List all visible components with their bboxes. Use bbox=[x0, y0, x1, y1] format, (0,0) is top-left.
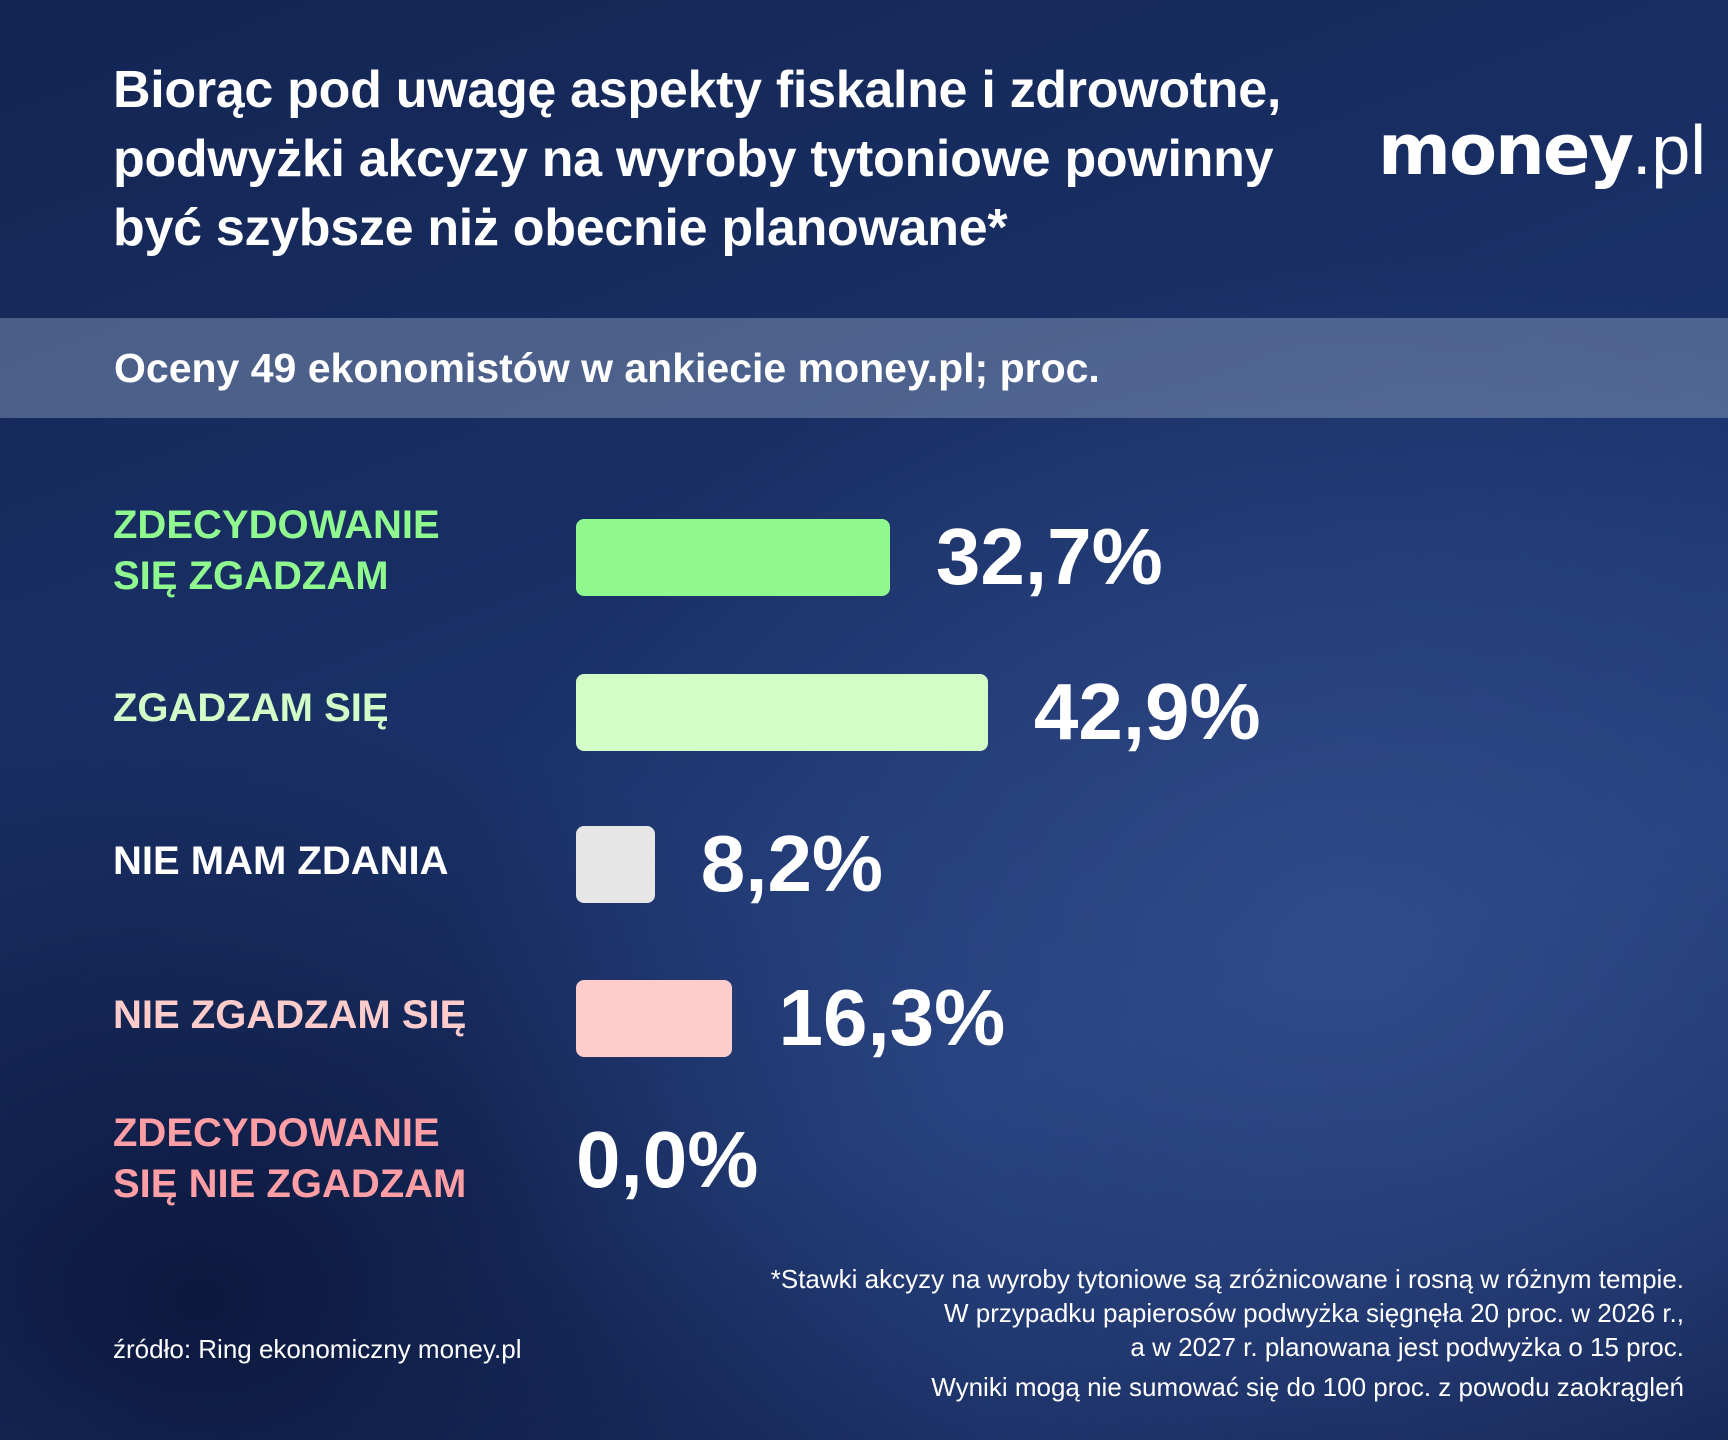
value-label: 16,3% bbox=[778, 973, 1006, 1062]
title-line-3: być szybsze niż obecnie planowane* bbox=[113, 199, 1008, 257]
footnote-line-3: a w 2027 r. planowana jest podwyżka o 15… bbox=[1130, 1332, 1684, 1362]
category-label: ZDECYDOWANIE SIĘ ZGADZAM bbox=[113, 503, 440, 598]
footnote: *Stawki akcyzy na wyroby tytoniowe są zr… bbox=[771, 1262, 1684, 1404]
money-pl-logo: money.pl bbox=[1378, 110, 1706, 190]
value-label: 0,0% bbox=[576, 1115, 759, 1204]
title-line-2: podwyżki akcyzy na wyroby tytoniowe powi… bbox=[113, 130, 1274, 188]
source-note: źródło: Ring ekonomiczny money.pl bbox=[113, 1334, 522, 1364]
bar bbox=[576, 519, 890, 596]
footnote-line-1: *Stawki akcyzy na wyroby tytoniowe są zr… bbox=[770, 1264, 1684, 1294]
bar bbox=[576, 980, 733, 1057]
category-label: NIE MAM ZDANIA bbox=[113, 839, 449, 883]
value-label: 8,2% bbox=[700, 819, 884, 908]
title-line-1: Biorąc pod uwagę aspekty fiskalne i zdro… bbox=[113, 61, 1282, 119]
subtitle-band: Oceny 49 ekonomistów w ankiecie money.pl… bbox=[0, 318, 1728, 418]
chart-subtitle: Oceny 49 ekonomistów w ankiecie money.pl… bbox=[114, 345, 1100, 391]
category-label: ZDECYDOWANIE SIĘ NIE ZGADZAM bbox=[113, 1111, 467, 1206]
rounding-note: Wyniki mogą nie sumować się do 100 proc.… bbox=[931, 1372, 1684, 1402]
bar bbox=[576, 674, 988, 751]
value-label: 42,9% bbox=[1033, 667, 1261, 756]
logo-tld: .pl bbox=[1631, 111, 1706, 189]
category-label: NIE ZGADZAM SIĘ bbox=[113, 993, 467, 1037]
value-label: 32,7% bbox=[935, 512, 1163, 601]
category-label: ZGADZAM SIĘ bbox=[113, 686, 389, 730]
chart-title: Biorąc pod uwagę aspekty fiskalne i zdro… bbox=[113, 56, 1353, 263]
bar bbox=[576, 826, 655, 903]
footnote-line-2: W przypadku papierosów podwyżka sięgnęła… bbox=[944, 1298, 1684, 1328]
logo-brand: money bbox=[1378, 109, 1634, 191]
